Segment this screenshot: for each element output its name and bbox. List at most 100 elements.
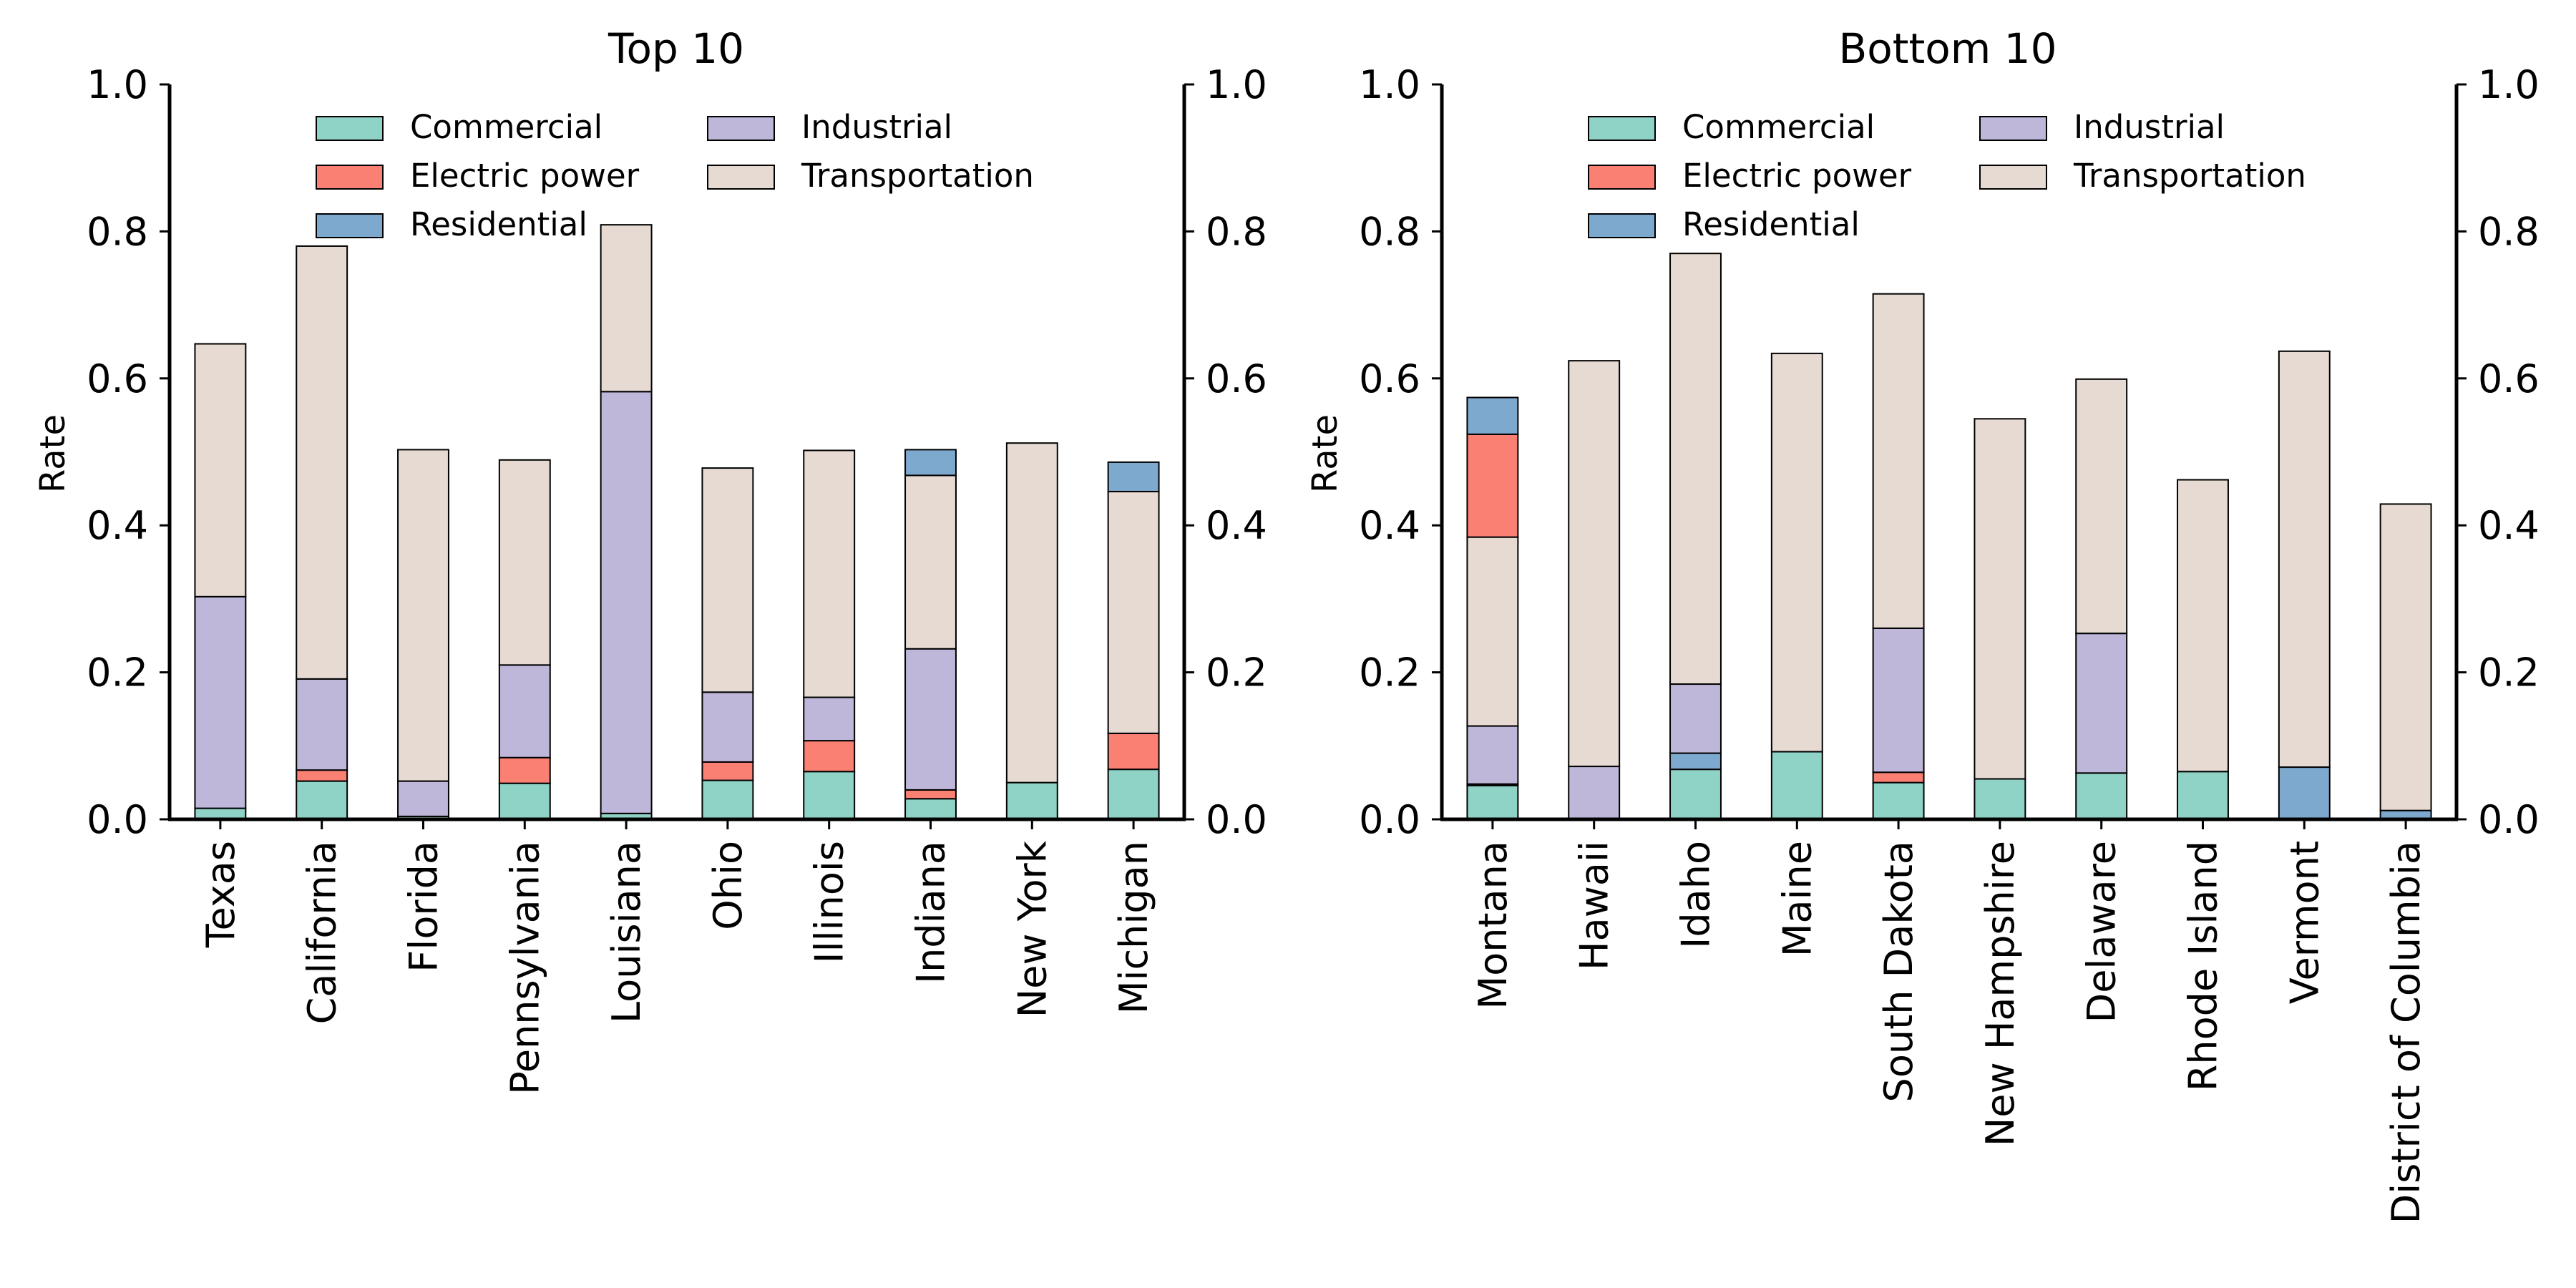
legend-label: Transportation: [801, 157, 1034, 195]
bar-segment: Pennsylvania — Transportation: 0.279: [498, 459, 551, 666]
chart-bottom-10: Bottom 10 Rate Montana — Commercial: 0.0…: [1305, 24, 2540, 1224]
bar-segment: Idaho — Residential: 0.022: [1669, 752, 1722, 771]
y-tick-label-left: 0.6: [87, 356, 148, 401]
y-tick-label-right: 0.8: [2478, 209, 2540, 254]
chart-title: Bottom 10: [1839, 24, 2057, 73]
bar-segment: Michigan — Commercial: 0.068: [1107, 769, 1160, 821]
bar-segment: Montana — Residential: 0.05: [1466, 396, 1519, 435]
legend-label: Commercial: [410, 108, 602, 146]
x-tick-label: Ohio: [706, 841, 751, 930]
bar-segment: Ohio — Industrial: 0.095: [701, 691, 754, 763]
bar-segment: Indiana — Residential: 0.035: [904, 449, 957, 477]
y-tick-label-left: 0.8: [87, 209, 148, 254]
bar-segment: Hawaii — Transportation: 0.552: [1568, 360, 1621, 768]
y-tick-label-right: 0.0: [2478, 797, 2540, 842]
bar-segment: Delaware — Commercial: 0.063: [2075, 772, 2128, 821]
chart-top-10: Top 10 Rate Texas — Commercial: 0.015Tex…: [33, 24, 1267, 1095]
legend-swatch: [707, 116, 775, 141]
x-tick-label: Montana: [1470, 841, 1516, 1009]
bar-segment: Montana — Industrial: 0.079: [1466, 725, 1519, 785]
bar-segment: Michigan — Transportation: 0.329: [1107, 490, 1160, 734]
bar-segment: Illinois — Industrial: 0.059: [803, 696, 856, 742]
y-tick-label-left: 0.0: [87, 797, 148, 842]
bar-segment: District of Columbia — Transportation: 0…: [2379, 503, 2432, 811]
legend: Commercial Electric power Residential Indus…: [1588, 108, 2306, 243]
legend-swatch: [1979, 165, 2047, 190]
bars: Texas — Commercial: 0.015Texas — Industr…: [194, 224, 1160, 821]
x-tick-label: Hawaii: [1572, 841, 1617, 970]
bar-segment: Idaho — Industrial: 0.094: [1669, 683, 1722, 754]
bar-segment: Indiana — Commercial: 0.028: [904, 798, 957, 820]
x-tick-label: Texas: [198, 841, 243, 948]
y-tick-label-left: 0.2: [87, 650, 148, 696]
y-tick-label-right: 0.2: [1206, 650, 1267, 696]
y-tick-label-left: 0.2: [1359, 650, 1420, 696]
legend-label: Residential: [410, 205, 587, 243]
bar-segment: Maine — Transportation: 0.542: [1770, 352, 1823, 753]
legend-swatch: [1588, 116, 1656, 141]
bar-segment: Florida — Industrial: 0.048: [397, 780, 449, 817]
bar-segment: Maine — Commercial: 0.092: [1770, 751, 1823, 821]
x-tick-label: New York: [1010, 840, 1055, 1018]
bar-segment: California — Commercial: 0.052: [296, 780, 348, 820]
x-tick-label: Idaho: [1674, 841, 1719, 949]
bar-segment: Louisiana — Transportation: 0.227: [600, 224, 653, 393]
bar-segment: Pennsylvania — Electric power: 0.035: [498, 756, 551, 784]
bar-segment: South Dakota — Commercial: 0.05: [1872, 781, 1925, 821]
legend-swatch: [1588, 213, 1656, 238]
bar-segment: Pennsylvania — Commercial: 0.049: [498, 782, 551, 821]
bar-segment: Vermont — Transportation: 0.566: [2278, 350, 2331, 769]
bar-segment: California — Industrial: 0.124: [296, 678, 348, 771]
bar-segment: Ohio — Electric power: 0.025: [701, 761, 754, 781]
y-tick-label-right: 0.4: [1206, 503, 1267, 548]
legend-swatch: [1588, 165, 1656, 190]
chart-title: Top 10: [608, 24, 744, 73]
bar-segment: Hawaii — Industrial: 0.072: [1568, 766, 1621, 821]
x-tick-label: Pennsylvania: [502, 841, 547, 1095]
bar-segment: Michigan — Residential: 0.04: [1107, 461, 1160, 492]
bar-segment: Illinois — Commercial: 0.065: [803, 771, 856, 820]
bar-segment: South Dakota — Transportation: 0.455: [1872, 293, 1925, 629]
y-tick-label-left: 0.4: [1359, 503, 1420, 548]
legend-label: Transportation: [2073, 157, 2306, 195]
bar-segment: Indiana — Transportation: 0.236: [904, 474, 957, 650]
bar-segment: Texas — Industrial: 0.288: [194, 595, 247, 809]
bar-segment: Florida — Transportation: 0.451: [397, 449, 449, 782]
x-tick-label: Delaware: [2079, 841, 2124, 1023]
x-tick-label: Illinois: [807, 841, 852, 963]
y-axis-label: Rate: [33, 414, 73, 493]
x-tick-label: Florida: [401, 841, 447, 972]
bar-segment: South Dakota — Electric power: 0.014: [1872, 771, 1925, 784]
x-tick-label: Rhode Island: [2181, 841, 2226, 1091]
bar-segment: Illinois — Transportation: 0.336: [803, 449, 856, 698]
bar-segment: Ohio — Transportation: 0.305: [701, 467, 754, 693]
bar-segment: New York — Commercial: 0.05: [1005, 781, 1058, 821]
bar-segment: Michigan — Electric power: 0.049: [1107, 732, 1160, 771]
bar-segment: Montana — Transportation: 0.257: [1466, 536, 1519, 727]
bar-segment: Texas — Transportation: 0.344: [194, 343, 247, 597]
x-tick-label: New Hampshire: [1978, 841, 2023, 1146]
y-tick-label-right: 0.8: [1206, 209, 1267, 254]
y-tick-label-right: 0.2: [2478, 650, 2540, 696]
bar-segment: Louisiana — Industrial: 0.574: [600, 391, 653, 814]
y-tick-label-right: 1.0: [1206, 62, 1267, 107]
x-tick-label: Maine: [1775, 841, 1820, 957]
y-tick-label-right: 0.4: [2478, 503, 2540, 548]
bar-segment: South Dakota — Industrial: 0.196: [1872, 627, 1925, 774]
y-tick-label-left: 0.8: [1359, 209, 1420, 254]
bar-segment: Illinois — Electric power: 0.042: [803, 740, 856, 773]
bar-segment: Vermont — Residential: 0.071: [2278, 766, 2331, 820]
bar-segment: Ohio — Commercial: 0.053: [701, 779, 754, 820]
x-tick-label: Michigan: [1111, 841, 1156, 1014]
legend-label: Industrial: [801, 108, 952, 146]
y-tick-label-right: 0.0: [1206, 797, 1267, 842]
y-tick-label-left: 1.0: [87, 62, 148, 107]
legend-label: Electric power: [410, 157, 640, 195]
legend-swatch: [707, 165, 775, 190]
bar-segment: Rhode Island — Commercial: 0.065: [2177, 771, 2229, 820]
legend-label: Commercial: [1682, 108, 1875, 146]
y-tick-label-right: 1.0: [2478, 62, 2540, 107]
y-tick-label-left: 0.6: [1359, 356, 1420, 401]
legend-label: Electric power: [1682, 157, 1912, 195]
